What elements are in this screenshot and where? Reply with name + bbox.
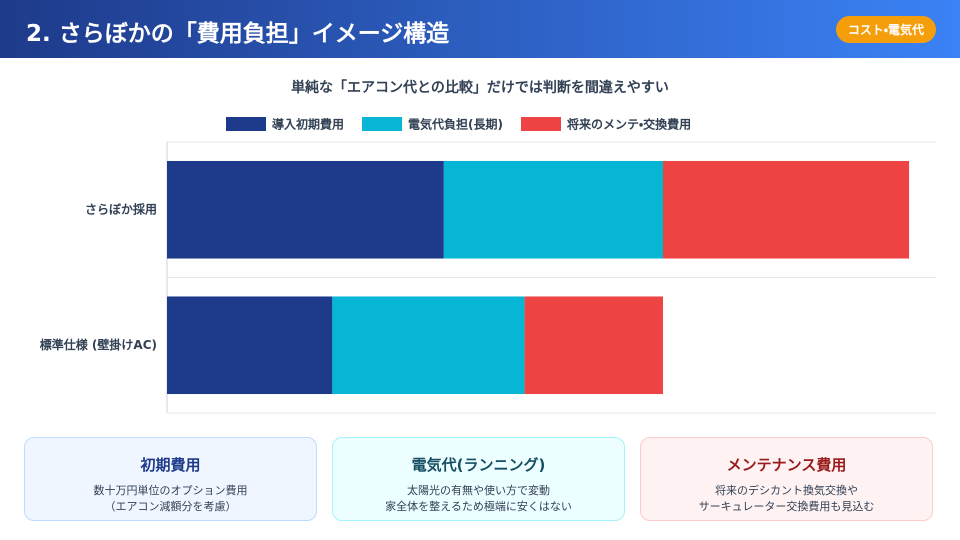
chart-title: 単純な「エアコン代との比較」だけでは判断を間違えやすい xyxy=(291,79,669,96)
card: 電気代(ランニング) 太陽光の有無や使い方で変動 家全体を整えるため極端に安くは… xyxy=(332,437,625,521)
bar-segment xyxy=(443,160,664,259)
card-title: メンテナンス費用 xyxy=(726,456,847,474)
card-text: 将来のデシカント換気交換や xyxy=(715,484,858,497)
bar-segment xyxy=(524,296,664,395)
card-text: 数十万円単位のオプション費用 xyxy=(93,484,248,497)
card-text: 太陽光の有無や使い方で変動 xyxy=(407,484,550,497)
card-title: 初期費用 xyxy=(140,456,201,474)
legend-label: 導入初期費用 xyxy=(272,117,344,132)
card-text: （エアコン減額分を考慮） xyxy=(104,500,237,513)
card-text: サーキュレーター交換費用も見込む xyxy=(698,500,875,513)
legend-swatch xyxy=(226,117,266,131)
legend-label: 電気代負担(長期) xyxy=(408,117,503,132)
card-title: 電気代(ランニング) xyxy=(411,456,546,474)
bar-segment xyxy=(332,296,525,395)
card: メンテナンス費用 将来のデシカント換気交換や サーキュレーター交換費用も見込む xyxy=(640,437,933,521)
legend-label: 将来のメンテ・交換費用 xyxy=(566,117,691,132)
y-tick-label: 標準仕様 (壁掛けAC) xyxy=(40,337,157,352)
chart: 単純な「エアコン代との比較」だけでは判断を間違えやすい 導入初期費用 電気代負担(… xyxy=(40,79,936,414)
bar-segment xyxy=(167,160,444,259)
header-title: 2. さらぼかの「費用負担」イメージ構造 xyxy=(26,21,450,47)
y-tick-label: さらぼか採用 xyxy=(85,201,157,216)
legend-swatch xyxy=(362,117,403,131)
card: 初期費用 数十万円単位のオプション費用 （エアコン減額分を考慮） xyxy=(24,437,317,521)
badge: コスト・電気代 xyxy=(835,16,936,43)
bar-segment xyxy=(663,160,910,259)
bar-segment xyxy=(167,296,333,395)
legend-swatch xyxy=(521,117,561,131)
header: 2. さらぼかの「費用負担」イメージ構造 コスト・電気代 xyxy=(0,0,960,58)
card-text: 家全体を整えるため極端に安くはない xyxy=(385,500,572,513)
